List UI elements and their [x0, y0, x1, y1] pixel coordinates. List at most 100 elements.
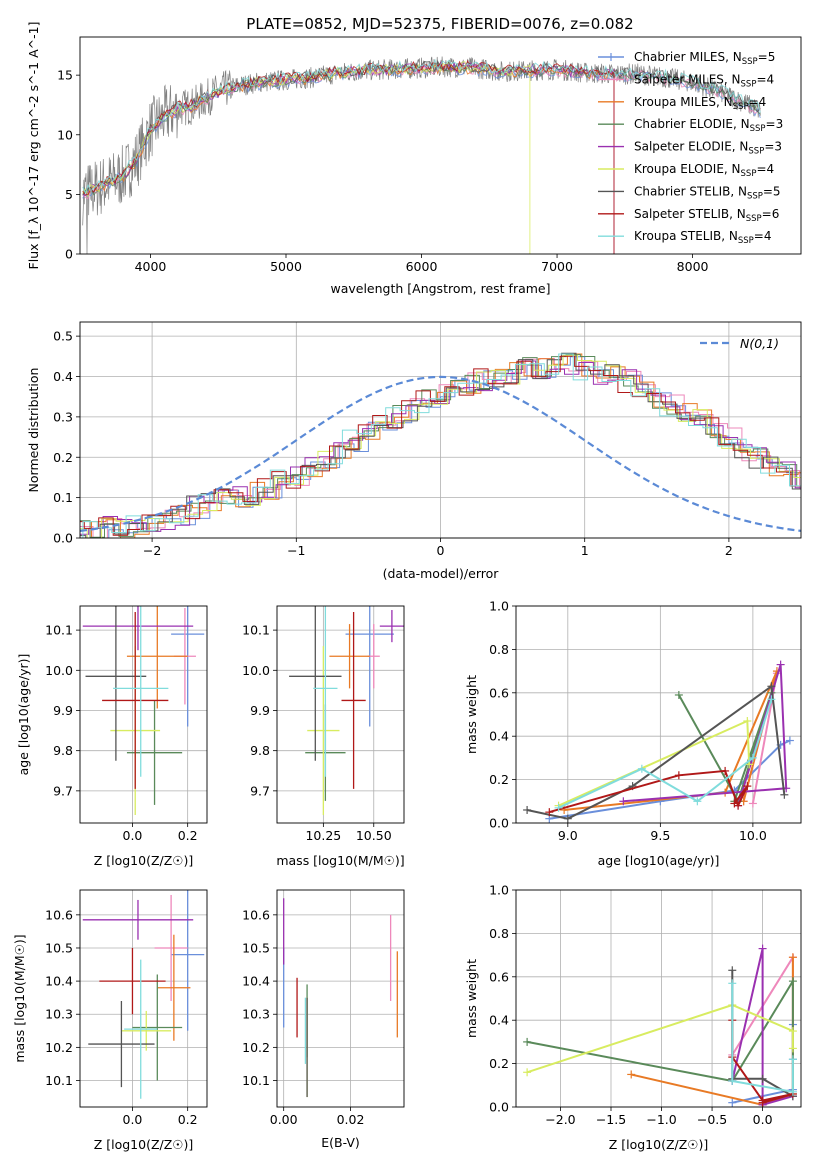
- weight-series-line: [526, 1003, 794, 1074]
- x-axis-label: (data-model)/error: [383, 566, 500, 581]
- y-tick-label: 9.7: [53, 783, 73, 798]
- weight-lines: [523, 660, 794, 823]
- y-tick-label: 5: [65, 187, 73, 202]
- axes-frame: [79, 605, 208, 824]
- y-tick-label: 0: [65, 247, 73, 262]
- legend-value: =4: [756, 162, 774, 176]
- legend: N(0,1): [700, 336, 779, 351]
- y-tick-label: 1.0: [489, 883, 509, 898]
- legend-subscript: SSP: [746, 214, 762, 224]
- y-tick-label: 10.1: [45, 623, 73, 638]
- y-tick-label: 10.3: [242, 1007, 270, 1022]
- legend-label: Kroupa MILES, NSSP=4: [634, 95, 766, 112]
- y-axis-label: age [log10(age/yr)]: [16, 654, 31, 776]
- error-bars: [289, 606, 404, 815]
- legend-label: Chabrier ELODIE, NSSP=3: [634, 117, 783, 134]
- legend: Chabrier MILES, NSSP=5 Salpeter MILES, NS…: [598, 50, 783, 246]
- weight-lines: [523, 944, 797, 1107]
- y-tick-label: 0.6: [489, 969, 509, 984]
- figure-title: PLATE=0852, MJD=52375, FIBERID=0076, z=0…: [246, 15, 633, 33]
- y-tick-label: 0.0: [489, 816, 509, 831]
- error-bars: [283, 898, 398, 1098]
- x-tick-label: −1.5: [596, 1112, 626, 1127]
- legend-label: Kroupa STELIB, NSSP=4: [634, 229, 772, 246]
- axes-frame: [79, 889, 208, 1108]
- legend-value: =4: [754, 229, 772, 243]
- y-tick-label: 0.2: [489, 772, 509, 787]
- y-tick-label: 10.1: [242, 1073, 270, 1088]
- legend-value: =5: [758, 50, 776, 64]
- error-bars: [82, 890, 205, 1099]
- age-vs-mass-panel: 10.25 10.50 9.7 9.8 9.9 10.0 10.1 mass [log10(M…: [242, 605, 405, 868]
- y-tick-label: 0.0: [489, 1100, 509, 1115]
- x-axis-label: Z [log10(Z/Z☉)]: [94, 1137, 194, 1152]
- x-tick-label: 4000: [135, 259, 167, 274]
- x-tick-label: 10.25: [305, 828, 341, 843]
- legend-subscript: SSP: [741, 169, 757, 179]
- y-tick-label: 0.4: [489, 729, 509, 744]
- x-axis-label: E(B-V): [321, 1135, 360, 1150]
- residual-histogram: [80, 353, 801, 538]
- y-axis-label: mass [log10(M/M☉)]: [12, 934, 27, 1062]
- model-fit-line: [82, 62, 615, 254]
- x-tick-label: 0.00: [270, 1112, 298, 1127]
- y-axis-label: Normed distribution: [26, 368, 41, 493]
- legend-label: Kroupa ELODIE, NSSP=4: [634, 162, 774, 179]
- x-tick-label: 0.2: [178, 828, 198, 843]
- x-tick-label: −0.5: [697, 1112, 727, 1127]
- mass-vs-metallicity-panel: 0.0 0.2 10.1 10.2 10.3 10.4 10.5 10.6 Z [log10(Z…: [12, 889, 208, 1152]
- legend-label: Salpeter MILES, NSSP=4: [634, 72, 774, 89]
- x-tick-label: 0.0: [123, 828, 143, 843]
- y-tick-label: 10.1: [242, 623, 270, 638]
- legend-subscript: SSP: [747, 191, 763, 201]
- x-axis-label: Z [log10(Z/Z☉)]: [609, 1137, 709, 1152]
- x-tick-label: 5000: [270, 259, 302, 274]
- legend-value: =5: [763, 184, 781, 198]
- y-tick-label: 9.8: [53, 743, 73, 758]
- y-tick-label: 0.2: [53, 450, 73, 465]
- x-tick-label: −1: [287, 543, 305, 558]
- residual-histogram: [80, 352, 801, 538]
- axes-frame: [276, 889, 405, 1108]
- error-bars: [82, 606, 205, 815]
- legend-label: Chabrier STELIB, NSSP=5: [634, 184, 781, 201]
- weights-vs-age-panel: 9.0 9.5 10.0 0.0 0.2 0.4 0.6 0.8 1.0 age [log10(a…: [464, 599, 802, 868]
- legend-value: =4: [756, 72, 774, 86]
- y-tick-label: 10.4: [242, 974, 270, 989]
- legend-label: Salpeter STELIB, NSSP=6: [634, 207, 779, 224]
- y-tick-label: 10.4: [45, 974, 73, 989]
- y-tick-label: 9.9: [53, 703, 73, 718]
- y-tick-label: 10: [57, 127, 73, 142]
- y-tick-label: 0.2: [489, 1056, 509, 1071]
- y-tick-label: 0.0: [53, 531, 73, 546]
- residual-histogram: [80, 354, 801, 538]
- y-tick-label: 0.3: [53, 409, 73, 424]
- residual-histogram: [80, 356, 801, 538]
- legend-label: Salpeter ELODIE, NSSP=3: [634, 140, 782, 157]
- y-tick-label: 0.1: [53, 490, 73, 505]
- y-tick-label: 0.4: [53, 369, 73, 384]
- y-tick-label: 1.0: [489, 599, 509, 614]
- legend-subscript: SSP: [733, 102, 749, 112]
- y-tick-label: 10.0: [45, 663, 73, 678]
- x-tick-label: −2.0: [545, 1112, 575, 1127]
- x-tick-label: 9.0: [558, 828, 578, 843]
- y-tick-label: 15: [57, 68, 73, 83]
- residual-histogram: [80, 354, 801, 538]
- y-tick-label: 9.8: [250, 743, 270, 758]
- spectrum-lines: [82, 56, 761, 254]
- grid-lines: [516, 889, 801, 1108]
- legend-subscript: SSP: [738, 236, 754, 246]
- weight-series-line: [731, 948, 794, 1107]
- x-axis-label: wavelength [Angstrom, rest frame]: [330, 281, 550, 296]
- axes-frame: [515, 889, 802, 1108]
- age-vs-metallicity-panel: 0.0 0.2 9.7 9.8 9.9 10.0 10.1 Z [log10(Z/Z☉)] ag…: [16, 605, 208, 868]
- x-tick-label: 2: [725, 543, 733, 558]
- x-tick-label: 9.5: [650, 828, 670, 843]
- legend-subscript: SSP: [742, 57, 758, 67]
- x-axis-label: mass [log10(M/M☉)]: [276, 853, 404, 868]
- axes-frame: [276, 605, 405, 824]
- x-tick-label: 0.0: [753, 1112, 773, 1127]
- model-fit-line: [82, 61, 531, 254]
